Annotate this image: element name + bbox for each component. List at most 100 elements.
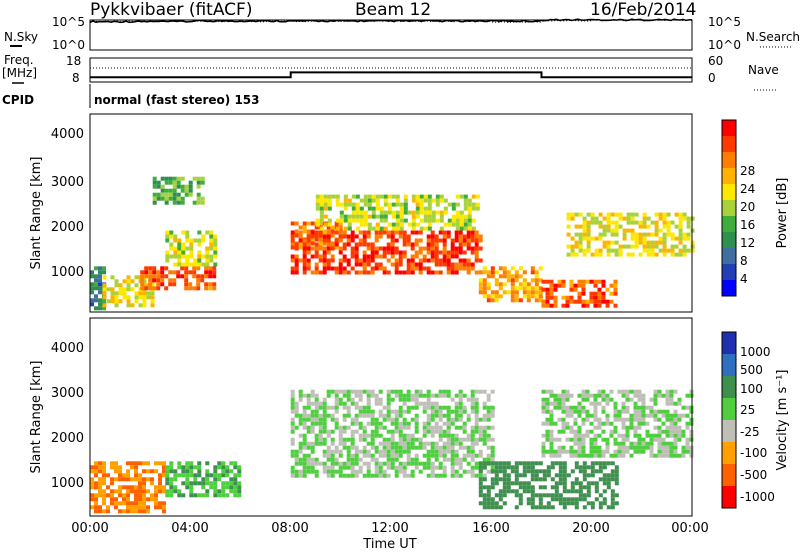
heatmap-cell bbox=[494, 481, 499, 486]
heatmap-cell bbox=[438, 449, 443, 454]
heatmap-cell bbox=[204, 270, 209, 275]
heatmap-cell bbox=[459, 222, 464, 227]
heatmap-cell bbox=[158, 477, 162, 482]
heatmap-cell bbox=[534, 473, 539, 478]
heatmap-cell bbox=[399, 210, 404, 215]
heatmap-cell bbox=[176, 176, 181, 181]
colorbar-segment bbox=[722, 216, 736, 233]
heatmap-cell bbox=[122, 497, 126, 502]
heatmap-cell bbox=[650, 252, 655, 257]
heatmap-cell bbox=[330, 246, 335, 251]
heatmap-cell bbox=[594, 461, 599, 466]
heatmap-cell bbox=[581, 445, 586, 450]
heatmap-cell bbox=[330, 441, 335, 446]
heatmap-cell bbox=[378, 409, 383, 414]
heatmap-cell bbox=[221, 493, 226, 498]
heatmap-cell bbox=[542, 485, 547, 490]
heatmap-cell bbox=[169, 489, 174, 494]
heatmap-cell bbox=[334, 230, 339, 235]
heatmap-cell bbox=[164, 176, 169, 181]
heatmap-cell bbox=[334, 461, 339, 466]
heatmap-cell bbox=[386, 449, 391, 454]
heatmap-cell bbox=[378, 234, 383, 239]
heatmap-cell bbox=[290, 417, 295, 422]
heatmap-cell bbox=[455, 226, 460, 231]
heatmap-cell bbox=[102, 306, 106, 311]
heatmap-cell bbox=[314, 254, 319, 259]
heatmap-cell bbox=[94, 481, 98, 486]
heatmap-cell bbox=[458, 262, 463, 267]
heatmap-cell bbox=[606, 212, 611, 217]
heatmap-cell bbox=[367, 214, 372, 219]
heatmap-cell bbox=[486, 485, 491, 490]
heatmap-cell bbox=[382, 254, 387, 259]
heatmap-cell bbox=[192, 200, 197, 205]
heatmap-cell bbox=[586, 465, 591, 470]
heatmap-cell bbox=[213, 246, 218, 251]
heatmap-cell bbox=[314, 413, 319, 418]
heatmap-cell bbox=[569, 413, 574, 418]
heatmap-cell bbox=[213, 489, 218, 494]
heatmap-cell bbox=[554, 485, 559, 490]
heatmap-cell bbox=[318, 401, 323, 406]
heatmap-cell bbox=[593, 453, 598, 458]
heatmap-cell bbox=[662, 216, 667, 221]
heatmap-cell bbox=[351, 214, 356, 219]
heatmap-cell bbox=[686, 216, 691, 221]
heatmap-cell bbox=[435, 210, 440, 215]
heatmap-cell bbox=[589, 401, 594, 406]
heatmap-cell bbox=[541, 397, 546, 402]
heatmap-cell bbox=[122, 477, 126, 482]
heatmap-cell bbox=[541, 287, 546, 292]
heatmap-cell bbox=[189, 481, 194, 486]
heatmap-cell bbox=[486, 453, 491, 458]
heatmap-cell bbox=[661, 393, 666, 398]
heatmap-cell bbox=[649, 437, 654, 442]
heatmap-cell bbox=[366, 433, 371, 438]
heatmap-cell bbox=[641, 449, 646, 454]
heatmap-cell bbox=[586, 236, 591, 241]
heatmap-cell bbox=[593, 413, 598, 418]
heatmap-cell bbox=[585, 429, 590, 434]
heatmap-cell bbox=[326, 413, 331, 418]
heatmap-cell bbox=[350, 457, 355, 462]
heatmap-cell bbox=[126, 287, 131, 292]
heatmap-cell bbox=[467, 210, 472, 215]
heatmap-cell bbox=[650, 244, 655, 249]
heatmap-cell bbox=[189, 489, 194, 494]
heatmap-cell bbox=[438, 262, 443, 267]
heatmap-cell bbox=[110, 291, 115, 296]
heatmap-cell bbox=[294, 461, 299, 466]
heatmap-cell bbox=[94, 465, 98, 470]
heatmap-cell bbox=[327, 206, 332, 211]
heatmap-cell bbox=[601, 437, 606, 442]
heatmap-cell bbox=[375, 206, 380, 211]
heatmap-cell bbox=[662, 232, 667, 237]
heatmap-cell bbox=[172, 192, 177, 197]
heatmap-cell bbox=[358, 449, 363, 454]
heatmap-cell bbox=[478, 465, 483, 470]
heatmap-cell bbox=[358, 425, 363, 430]
heatmap-cell bbox=[418, 461, 423, 466]
heatmap-cell bbox=[390, 254, 395, 259]
heatmap-cell bbox=[140, 282, 145, 287]
heatmap-cell bbox=[110, 477, 114, 482]
heatmap-cell bbox=[354, 413, 359, 418]
heatmap-cell bbox=[557, 445, 562, 450]
heatmap-cell bbox=[486, 274, 491, 279]
heatmap-cell bbox=[577, 433, 582, 438]
heatmap-cell bbox=[609, 291, 614, 296]
heatmap-cell bbox=[318, 241, 323, 246]
heatmap-cell bbox=[654, 240, 659, 245]
heatmap-cell bbox=[110, 299, 115, 304]
heatmap-cell bbox=[354, 270, 359, 275]
heatmap-cell bbox=[458, 457, 463, 462]
heatmap-cell bbox=[669, 389, 674, 394]
heatmap-cell bbox=[482, 278, 487, 283]
heatmap-cell bbox=[185, 262, 190, 267]
heatmap-cell bbox=[545, 405, 550, 410]
heatmap-cell bbox=[386, 250, 391, 255]
heatmap-cell bbox=[180, 176, 185, 181]
heatmap-cell bbox=[386, 453, 391, 458]
heatmap-cell bbox=[298, 445, 303, 450]
